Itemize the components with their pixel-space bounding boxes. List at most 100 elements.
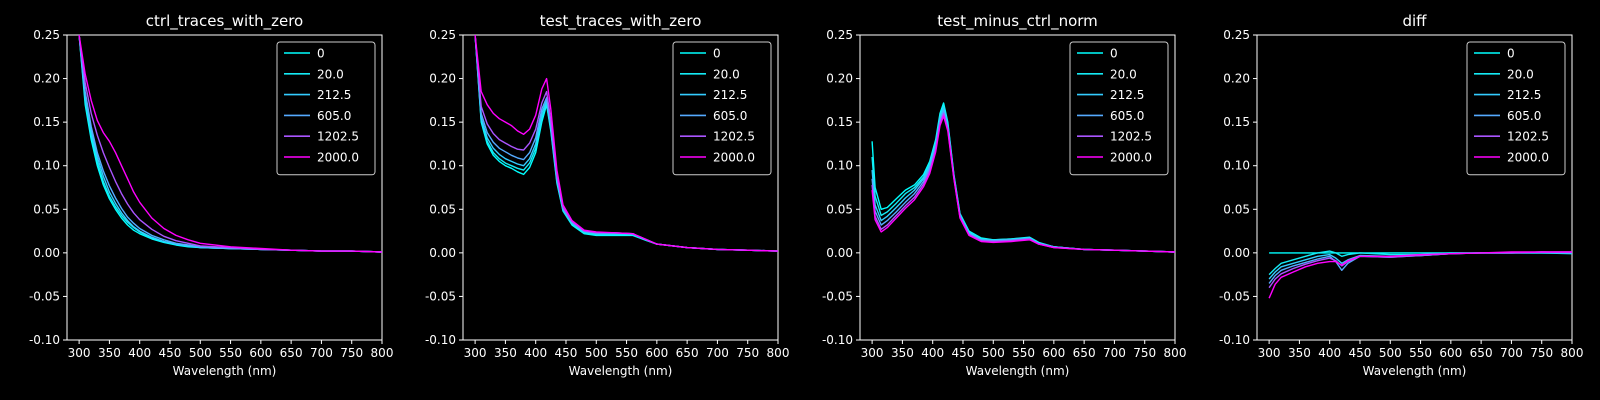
series-line-5 — [78, 35, 382, 253]
x-tick-label: 500 — [585, 346, 608, 360]
y-tick-label: 0.15 — [33, 115, 60, 129]
x-tick-label: 450 — [555, 346, 578, 360]
series-line-5 — [871, 115, 1175, 253]
legend-label: 1202.5 — [1110, 130, 1152, 144]
x-tick-label: 650 — [676, 346, 699, 360]
y-tick-label: 0.05 — [429, 202, 456, 216]
x-tick-label: 600 — [1439, 346, 1462, 360]
y-tick-label: -0.10 — [822, 333, 853, 347]
legend-label: 605.0 — [317, 109, 351, 123]
y-tick-label: -0.10 — [29, 333, 60, 347]
x-tick-label: 750 — [736, 346, 759, 360]
chart-title: ctrl_traces_with_zero — [146, 12, 303, 31]
legend-box — [1069, 41, 1169, 176]
legend-label: 20.0 — [1110, 67, 1137, 81]
x-tick-label: 650 — [280, 346, 303, 360]
y-tick-label: 0.20 — [429, 72, 456, 86]
legend-label: 1202.5 — [713, 130, 755, 144]
y-tick-label: 0.05 — [1223, 202, 1250, 216]
legend-label: 0 — [1507, 47, 1515, 61]
chart-panel-1: 300 350 400 450 500 550 600 650 700 750 800 -0.10 -0… — [29, 12, 394, 378]
x-tick-label: 450 — [952, 346, 975, 360]
x-tick-label: 350 — [1288, 346, 1311, 360]
y-tick-label: 0.25 — [1223, 28, 1250, 42]
x-tick-label: 350 — [98, 346, 121, 360]
legend-label: 212.5 — [317, 88, 351, 102]
y-tick-label: 0.25 — [429, 28, 456, 42]
legend-label: 212.5 — [713, 88, 747, 102]
chart-panel-4: 300 350 400 450 500 550 600 650 700 750 800 -0.10 -0… — [1219, 12, 1584, 378]
y-tick-label: -0.10 — [425, 333, 456, 347]
x-tick-label: 750 — [340, 346, 363, 360]
x-tick-label: 450 — [1349, 346, 1372, 360]
chart-panel-2: 300 350 400 450 500 550 600 650 700 750 800 -0.10 -0… — [425, 12, 790, 378]
series-line-5 — [1268, 251, 1572, 299]
y-tick-label: -0.05 — [822, 289, 853, 303]
legend-label: 605.0 — [713, 109, 747, 123]
legend-label: 0 — [713, 47, 721, 61]
y-tick-label: 0.05 — [826, 202, 853, 216]
legend: 0 20.0 212.5 605.0 1202.5 2000.0 — [1069, 41, 1169, 176]
y-tick-label: 0.00 — [826, 246, 853, 260]
legend-label: 0 — [317, 47, 325, 61]
x-tick-label: 300 — [68, 346, 91, 360]
legend-label: 605.0 — [1507, 109, 1541, 123]
x-axis-label: Wavelength (nm) — [1363, 364, 1467, 378]
y-tick-label: 0.25 — [826, 28, 853, 42]
x-tick-label: 700 — [1103, 346, 1126, 360]
x-tick-label: 500 — [1379, 346, 1402, 360]
x-tick-label: 700 — [310, 346, 333, 360]
legend-label: 20.0 — [1507, 67, 1534, 81]
x-tick-label: 600 — [249, 346, 272, 360]
legend-label: 212.5 — [1110, 88, 1144, 102]
legend-label: 2000.0 — [713, 151, 755, 165]
chart-title: test_minus_ctrl_norm — [937, 12, 1098, 31]
y-tick-label: 0.10 — [429, 159, 456, 173]
x-tick-label: 650 — [1470, 346, 1493, 360]
legend-label: 1202.5 — [317, 130, 359, 144]
legend-box — [672, 41, 772, 176]
legend: 0 20.0 212.5 605.0 1202.5 2000.0 — [672, 41, 772, 176]
y-tick-label: 0.15 — [826, 115, 853, 129]
x-axis-label: Wavelength (nm) — [569, 364, 673, 378]
x-tick-label: 400 — [524, 346, 547, 360]
x-tick-label: 700 — [1500, 346, 1523, 360]
x-tick-label: 450 — [159, 346, 182, 360]
x-axis-label: Wavelength (nm) — [966, 364, 1070, 378]
x-tick-label: 600 — [645, 346, 668, 360]
x-tick-label: 500 — [982, 346, 1005, 360]
x-tick-label: 500 — [189, 346, 212, 360]
x-tick-label: 650 — [1073, 346, 1096, 360]
legend-label: 0 — [1110, 47, 1118, 61]
y-tick-label: 0.25 — [33, 28, 60, 42]
x-tick-label: 550 — [1012, 346, 1035, 360]
legend-label: 605.0 — [1110, 109, 1144, 123]
y-tick-label: 0.10 — [826, 159, 853, 173]
x-tick-label: 400 — [1318, 346, 1341, 360]
x-tick-label: 350 — [891, 346, 914, 360]
x-tick-label: 550 — [219, 346, 242, 360]
chart-panel-3: 300 350 400 450 500 550 600 650 700 750 800 -0.10 -0… — [822, 12, 1187, 378]
y-tick-label: 0.00 — [1223, 246, 1250, 260]
y-tick-label: -0.05 — [1219, 289, 1250, 303]
x-tick-label: 800 — [371, 346, 394, 360]
y-tick-label: 0.10 — [1223, 159, 1250, 173]
x-axis-label: Wavelength (nm) — [173, 364, 277, 378]
legend-label: 20.0 — [317, 67, 344, 81]
legend-label: 2000.0 — [317, 151, 359, 165]
y-tick-label: 0.00 — [33, 246, 60, 260]
legend: 0 20.0 212.5 605.0 1202.5 2000.0 — [1466, 41, 1566, 176]
legend: 0 20.0 212.5 605.0 1202.5 2000.0 — [276, 41, 376, 176]
x-tick-label: 800 — [1164, 346, 1187, 360]
series-line-5 — [474, 35, 778, 252]
x-tick-label: 400 — [128, 346, 151, 360]
y-tick-label: -0.05 — [425, 289, 456, 303]
x-tick-label: 550 — [1409, 346, 1432, 360]
chart-title: test_traces_with_zero — [540, 12, 702, 31]
x-tick-label: 300 — [1258, 346, 1281, 360]
chart-title: diff — [1402, 12, 1427, 30]
y-tick-label: 0.00 — [429, 246, 456, 260]
y-tick-label: 0.15 — [429, 115, 456, 129]
legend-label: 212.5 — [1507, 88, 1541, 102]
